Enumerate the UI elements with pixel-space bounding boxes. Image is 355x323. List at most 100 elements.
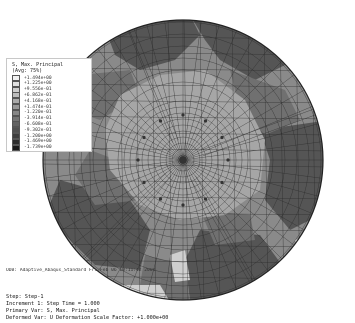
- legend-value: -3.914e-01: [24, 116, 52, 122]
- mesh-seam-lower: [190, 178, 251, 284]
- legend-title-line-2: (Avg: 75%): [12, 68, 43, 74]
- legend-swatch: [12, 138, 20, 145]
- mesh-grid-line: [263, 20, 269, 300]
- mesh-spoke: [164, 163, 183, 299]
- marker-dot: [203, 119, 208, 123]
- legend-swatch: [12, 104, 20, 110]
- mesh-grid-line: [231, 20, 237, 300]
- mesh-grid-line: [215, 20, 221, 300]
- legend-swatch: [12, 80, 20, 87]
- marker-dot: [220, 135, 224, 140]
- mesh-spoke: [97, 48, 181, 157]
- mesh-spoke: [71, 162, 180, 246]
- mesh-grid-line: [328, 15, 332, 305]
- mesh-spoke: [186, 160, 322, 179]
- contour-legend: S, Max. Principal (Avg: 75%) +1.494e+00 +…: [6, 58, 92, 152]
- mesh-grid-line: [119, 20, 125, 300]
- mesh-grid-line: [247, 20, 253, 300]
- mesh-spoke: [129, 163, 182, 290]
- mesh-grid-line: [43, 211, 323, 216]
- marker-dot: [136, 158, 140, 162]
- mesh-grid-line: [43, 179, 323, 184]
- info-line-increment: Increment 1: Step Time = 1.000: [6, 301, 100, 307]
- mesh-spoke: [44, 160, 180, 179]
- legend-swatch: [12, 109, 20, 116]
- mesh-seam-upper-left: [128, 30, 173, 143]
- legend-row: +6.862e-01: [12, 92, 52, 99]
- legend-row: +1.494e+00: [12, 75, 52, 81]
- mesh-seam-lower: [195, 175, 256, 281]
- mesh-spoke: [186, 89, 305, 159]
- marker-dot: [158, 197, 163, 201]
- contour-dark-left: [45, 180, 150, 270]
- info-line-primary-var: Primary Var: S, Max. Principal: [6, 308, 100, 314]
- legend-value: +1.225e+00: [24, 81, 52, 87]
- center-hub: [179, 156, 187, 164]
- mesh-spoke: [186, 160, 319, 197]
- legend-title-line-1: S, Max. Principal: [12, 62, 64, 68]
- mesh-spoke: [83, 162, 181, 260]
- mesh-spoke: [186, 161, 313, 214]
- contour-lightest-right: [295, 230, 323, 285]
- mesh-spoke: [183, 24, 220, 157]
- legend-swatch: [12, 98, 20, 105]
- legend-swatch: [12, 75, 20, 81]
- mesh-spoke: [185, 162, 283, 260]
- legend-value: -6.608e-01: [24, 121, 52, 127]
- legend-value: -1.469e+00: [24, 139, 52, 145]
- legend-value: -1.200e+00: [24, 133, 52, 139]
- mesh-spoke: [83, 60, 181, 158]
- mesh-spoke: [129, 30, 182, 157]
- legend-row: -1.469e+00: [12, 138, 52, 145]
- mesh-grid-line: [279, 20, 285, 300]
- legend-swatch: [12, 86, 20, 93]
- legend-swatch: [12, 115, 20, 122]
- mesh-grid-line: [43, 163, 323, 168]
- legend-row: +1.474e-01: [12, 104, 52, 110]
- mesh-seam-left: [86, 176, 172, 262]
- mesh-spoke: [47, 160, 180, 197]
- mesh-grid-line: [151, 20, 157, 300]
- mesh-spoke: [184, 163, 237, 290]
- legend-value: -1.739e+00: [24, 145, 52, 151]
- legend-row: -1.220e-01: [12, 109, 52, 116]
- step-info: Step: Step-1 Increment 1: Step Time = 1.…: [6, 294, 246, 322]
- marker-dot: [220, 180, 224, 185]
- mesh-spoke: [184, 38, 254, 157]
- mesh-spoke: [61, 161, 180, 231]
- info-line-deformed-var: Deformed Var: U Deformation Scale Factor…: [6, 315, 169, 321]
- legend-swatch: [12, 127, 20, 134]
- legend-value: +1.474e-01: [24, 104, 52, 110]
- legend-row: +1.225e+00: [12, 80, 52, 87]
- legend-value: +6.862e-01: [24, 92, 52, 98]
- mesh-spoke: [186, 162, 295, 246]
- mesh-grid-line: [167, 20, 173, 300]
- mesh-grid-line: [103, 20, 109, 300]
- mesh-spoke: [186, 123, 319, 160]
- legend-swatch: [12, 144, 20, 151]
- mesh-grid-line: [43, 195, 323, 200]
- mesh-grid-line: [199, 20, 205, 300]
- mesh-grid-line: [43, 227, 323, 232]
- legend-row: -6.608e-01: [12, 121, 52, 128]
- mesh-seam-left: [82, 171, 167, 258]
- mesh-spoke: [184, 30, 237, 157]
- legend-value: -1.220e-01: [24, 110, 52, 116]
- legend-swatch: [12, 92, 20, 99]
- marker-dot: [142, 135, 146, 140]
- mesh-spoke: [146, 163, 183, 296]
- mesh-spoke: [185, 48, 269, 157]
- marker-dot: [226, 158, 230, 162]
- marker-dot: [203, 197, 208, 201]
- legend-row: +4.168e-01: [12, 98, 52, 105]
- legend-value: +4.168e-01: [24, 98, 52, 104]
- marker-dot: [158, 119, 163, 123]
- mesh-seam-right: [200, 109, 314, 151]
- legend-row: +9.556e-01: [12, 86, 52, 93]
- legend-row: -9.302e-01: [12, 127, 52, 134]
- mesh-spoke: [186, 161, 305, 231]
- legend-row: -1.200e+00: [12, 133, 52, 139]
- legend-value: +1.494e+00: [24, 75, 52, 81]
